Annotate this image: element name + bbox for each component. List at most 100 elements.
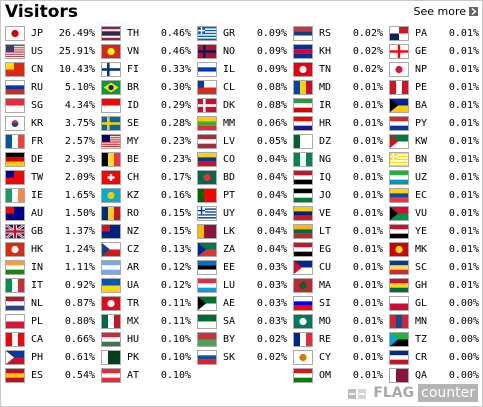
country-row-mk[interactable]: MK 0.01% bbox=[385, 241, 481, 259]
country-row-gl[interactable]: GL 0.00% bbox=[385, 295, 481, 313]
country-row-tr[interactable]: TR 0.11% bbox=[97, 295, 193, 313]
country-row-gh[interactable]: GH 0.01% bbox=[385, 277, 481, 295]
country-row-cl[interactable]: CL 0.08% bbox=[193, 79, 289, 97]
country-row-kw[interactable]: KW 0.01% bbox=[385, 133, 481, 151]
country-row-eg[interactable]: EG 0.01% bbox=[289, 241, 385, 259]
country-row-il[interactable]: IL 0.09% bbox=[193, 61, 289, 79]
country-row-ar[interactable]: AR 0.12% bbox=[97, 259, 193, 277]
country-row-kr[interactable]: KR 3.75% bbox=[1, 115, 97, 133]
country-row-vu[interactable]: VU 0.01% bbox=[385, 205, 481, 223]
country-row-at[interactable]: AT 0.10% bbox=[97, 367, 193, 385]
country-row-ec[interactable]: EC 0.01% bbox=[385, 187, 481, 205]
country-row-bn[interactable]: BN 0.01% bbox=[385, 151, 481, 169]
country-row-lv[interactable]: LV 0.05% bbox=[193, 133, 289, 151]
country-row-sc[interactable]: SC 0.01% bbox=[385, 259, 481, 277]
country-row-fi[interactable]: FI 0.33% bbox=[97, 61, 193, 79]
country-row-ba[interactable]: BA 0.01% bbox=[385, 97, 481, 115]
country-row-py[interactable]: PY 0.01% bbox=[385, 115, 481, 133]
country-row-mm[interactable]: MM 0.06% bbox=[193, 115, 289, 133]
country-row-ee[interactable]: EE 0.03% bbox=[193, 259, 289, 277]
country-row-re[interactable]: RE 0.01% bbox=[289, 331, 385, 349]
country-row-pk[interactable]: PK 0.10% bbox=[97, 349, 193, 367]
country-row-tz[interactable]: TZ 0.00% bbox=[385, 331, 481, 349]
country-row-cu[interactable]: CU 0.01% bbox=[289, 259, 385, 277]
country-row-mn[interactable]: MN 0.00% bbox=[385, 313, 481, 331]
country-row-sk[interactable]: SK 0.02% bbox=[193, 349, 289, 367]
country-row-dz[interactable]: DZ 0.01% bbox=[289, 133, 385, 151]
country-row-in[interactable]: IN 1.11% bbox=[1, 259, 97, 277]
country-row-uy[interactable]: UY 0.04% bbox=[193, 205, 289, 223]
country-row-se[interactable]: SE 0.28% bbox=[97, 115, 193, 133]
country-row-lu[interactable]: LU 0.03% bbox=[193, 277, 289, 295]
country-row-au[interactable]: AU 1.50% bbox=[1, 205, 97, 223]
country-row-ro[interactable]: RO 0.15% bbox=[97, 205, 193, 223]
country-row-be[interactable]: BE 0.23% bbox=[97, 151, 193, 169]
country-row-th[interactable]: TH 0.46% bbox=[97, 25, 193, 43]
country-row-kh[interactable]: KH 0.02% bbox=[289, 43, 385, 61]
country-row-de[interactable]: DE 2.39% bbox=[1, 151, 97, 169]
country-row-pt[interactable]: PT 0.04% bbox=[193, 187, 289, 205]
country-row-hk[interactable]: HK 1.24% bbox=[1, 241, 97, 259]
country-row-gb[interactable]: GB 1.37% bbox=[1, 223, 97, 241]
country-row-es[interactable]: ES 0.54% bbox=[1, 367, 97, 385]
country-row-pa[interactable]: PA 0.01% bbox=[385, 25, 481, 43]
country-row-qa[interactable]: QA 0.00% bbox=[385, 367, 481, 385]
country-row-nz[interactable]: NZ 0.15% bbox=[97, 223, 193, 241]
country-row-mx[interactable]: MX 0.11% bbox=[97, 313, 193, 331]
country-row-by[interactable]: BY 0.02% bbox=[193, 331, 289, 349]
country-row-id[interactable]: ID 0.29% bbox=[97, 97, 193, 115]
country-row-br[interactable]: BR 0.30% bbox=[97, 79, 193, 97]
country-row-ma[interactable]: MA 0.01% bbox=[289, 277, 385, 295]
country-row-ir[interactable]: IR 0.01% bbox=[289, 97, 385, 115]
country-row-uz[interactable]: UZ 0.01% bbox=[385, 169, 481, 187]
country-row-gr[interactable]: GR 0.09% bbox=[193, 25, 289, 43]
country-row-iq[interactable]: IQ 0.01% bbox=[289, 169, 385, 187]
country-row-om[interactable]: OM 0.01% bbox=[289, 367, 385, 385]
country-row-my[interactable]: MY 0.23% bbox=[97, 133, 193, 151]
country-row-lt[interactable]: LT 0.01% bbox=[289, 223, 385, 241]
country-row-no[interactable]: NO 0.09% bbox=[193, 43, 289, 61]
country-row-nl[interactable]: NL 0.87% bbox=[1, 295, 97, 313]
country-row-ge[interactable]: GE 0.01% bbox=[385, 43, 481, 61]
country-row-si[interactable]: SI 0.01% bbox=[289, 295, 385, 313]
country-row-pe[interactable]: PE 0.01% bbox=[385, 79, 481, 97]
country-row-vn[interactable]: VN 0.46% bbox=[97, 43, 193, 61]
country-row-za[interactable]: ZA 0.04% bbox=[193, 241, 289, 259]
country-row-jp[interactable]: JP 26.49% bbox=[1, 25, 97, 43]
flag-counter-logo[interactable]: FLAG counter bbox=[347, 383, 478, 403]
country-row-it[interactable]: IT 0.92% bbox=[1, 277, 97, 295]
country-row-ph[interactable]: PH 0.61% bbox=[1, 349, 97, 367]
country-row-us[interactable]: US 25.91% bbox=[1, 43, 97, 61]
country-row-bd[interactable]: BD 0.04% bbox=[193, 169, 289, 187]
country-row-cn[interactable]: CN 10.43% bbox=[1, 61, 97, 79]
country-row-ng[interactable]: NG 0.01% bbox=[289, 151, 385, 169]
country-row-ua[interactable]: UA 0.12% bbox=[97, 277, 193, 295]
country-row-sa[interactable]: SA 0.03% bbox=[193, 313, 289, 331]
country-row-hu[interactable]: HU 0.10% bbox=[97, 331, 193, 349]
country-row-hr[interactable]: HR 0.01% bbox=[289, 115, 385, 133]
see-more-link[interactable]: See more bbox=[413, 5, 478, 18]
country-row-cz[interactable]: CZ 0.13% bbox=[97, 241, 193, 259]
country-row-kz[interactable]: KZ 0.16% bbox=[97, 187, 193, 205]
country-row-co[interactable]: CO 0.04% bbox=[193, 151, 289, 169]
country-row-ye[interactable]: YE 0.01% bbox=[385, 223, 481, 241]
country-row-ru[interactable]: RU 5.10% bbox=[1, 79, 97, 97]
country-row-tn[interactable]: TN 0.02% bbox=[289, 61, 385, 79]
country-row-pl[interactable]: PL 0.80% bbox=[1, 313, 97, 331]
country-row-ch[interactable]: CH 0.17% bbox=[97, 169, 193, 187]
country-row-cr[interactable]: CR 0.00% bbox=[385, 349, 481, 367]
country-row-rs[interactable]: RS 0.02% bbox=[289, 25, 385, 43]
country-row-ve[interactable]: VE 0.01% bbox=[289, 205, 385, 223]
country-row-cy[interactable]: CY 0.01% bbox=[289, 349, 385, 367]
country-row-np[interactable]: NP 0.01% bbox=[385, 61, 481, 79]
country-row-tw[interactable]: TW 2.09% bbox=[1, 169, 97, 187]
country-row-sg[interactable]: SG 4.34% bbox=[1, 97, 97, 115]
country-row-md[interactable]: MD 0.01% bbox=[289, 79, 385, 97]
country-row-fr[interactable]: FR 2.57% bbox=[1, 133, 97, 151]
country-row-ae[interactable]: AE 0.03% bbox=[193, 295, 289, 313]
country-row-ie[interactable]: IE 1.65% bbox=[1, 187, 97, 205]
country-row-jo[interactable]: JO 0.01% bbox=[289, 187, 385, 205]
country-row-lk[interactable]: LK 0.04% bbox=[193, 223, 289, 241]
country-row-dk[interactable]: DK 0.08% bbox=[193, 97, 289, 115]
country-row-mo[interactable]: MO 0.01% bbox=[289, 313, 385, 331]
